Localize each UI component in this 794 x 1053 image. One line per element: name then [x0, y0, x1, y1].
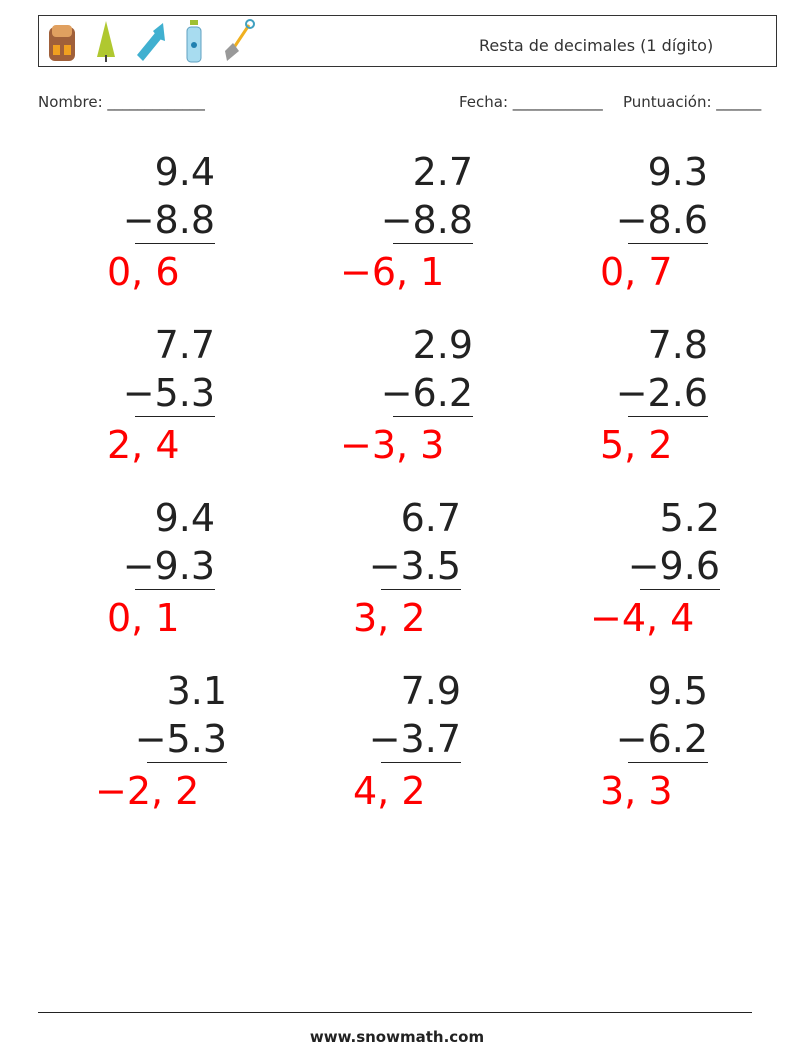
- worksheet-title: Resta de decimales (1 dígito): [479, 36, 714, 55]
- answer-line: [628, 416, 708, 417]
- answer: −3, 3: [340, 423, 445, 467]
- subtrahend: −3.7: [368, 717, 461, 761]
- answer: 4, 2: [353, 769, 426, 813]
- minuend: 9.5: [647, 669, 708, 713]
- subtrahend: −8.6: [615, 198, 708, 242]
- answer-line: [393, 243, 473, 244]
- answer: 3, 2: [353, 596, 426, 640]
- answer-line: [640, 589, 720, 590]
- subtrahend: −9.6: [627, 544, 720, 588]
- answer: 0, 1: [107, 596, 180, 640]
- shovel-icon: [225, 19, 255, 61]
- water-bottle-icon: [186, 20, 202, 63]
- footer-url: www.snowmath.com: [309, 1028, 485, 1046]
- minuend: 5.2: [659, 496, 720, 540]
- subtrahend: −8.8: [380, 198, 473, 242]
- backpack-icon: [49, 25, 75, 61]
- minuend: 2.9: [412, 323, 473, 367]
- minuend: 2.7: [412, 150, 473, 194]
- answer-line: [393, 416, 473, 417]
- answer-line: [147, 762, 227, 763]
- minuend: 6.7: [400, 496, 461, 540]
- answer: −6, 1: [340, 250, 445, 294]
- minuend: 9.4: [154, 496, 215, 540]
- answer: 0, 6: [107, 250, 180, 294]
- minuend: 3.1: [166, 669, 227, 713]
- name-field: Nombre: _____________: [38, 93, 205, 111]
- minuend: 7.8: [647, 323, 708, 367]
- minuend: 7.7: [154, 323, 215, 367]
- answer: 2, 4: [107, 423, 180, 467]
- subtrahend: −5.3: [122, 371, 215, 415]
- minuend: 7.9: [400, 669, 461, 713]
- subtrahend: −6.2: [380, 371, 473, 415]
- subtrahend: −2.6: [615, 371, 708, 415]
- answer: −4, 4: [590, 596, 695, 640]
- flashlight-icon: [137, 23, 165, 61]
- header-box: Resta de decimales (1 dígito): [38, 15, 777, 67]
- footer-divider: [38, 1012, 752, 1013]
- date-field: Fecha: ____________: [459, 93, 603, 111]
- tree-icon: [97, 21, 115, 62]
- subtrahend: −9.3: [122, 544, 215, 588]
- subtrahend: −5.3: [134, 717, 227, 761]
- subtrahend: −3.5: [368, 544, 461, 588]
- answer-line: [381, 589, 461, 590]
- subtrahend: −8.8: [122, 198, 215, 242]
- answer: 5, 2: [600, 423, 673, 467]
- answer-line: [628, 762, 708, 763]
- minuend: 9.3: [647, 150, 708, 194]
- answer-line: [135, 416, 215, 417]
- score-field: Puntuación: ______: [623, 93, 762, 111]
- answer-line: [628, 243, 708, 244]
- answer: −2, 2: [95, 769, 200, 813]
- answer: 0, 7: [600, 250, 673, 294]
- answer-line: [135, 589, 215, 590]
- answer-line: [381, 762, 461, 763]
- subtrahend: −6.2: [615, 717, 708, 761]
- minuend: 9.4: [154, 150, 215, 194]
- answer-line: [135, 243, 215, 244]
- answer: 3, 3: [600, 769, 673, 813]
